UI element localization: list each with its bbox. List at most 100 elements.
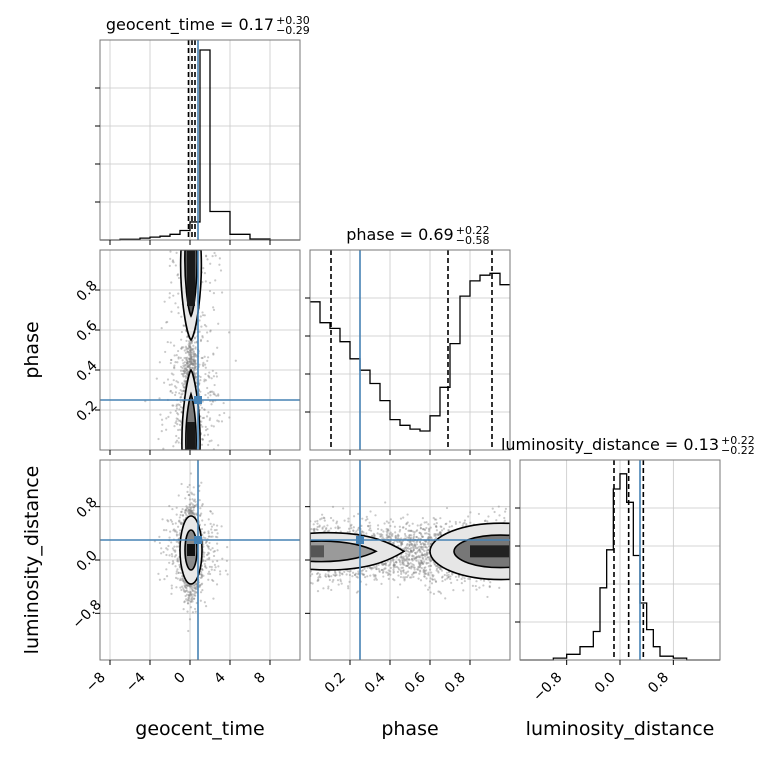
sample-point [438,590,441,593]
sample-point [417,577,420,580]
sample-point [187,351,190,354]
sample-point [174,529,177,532]
sample-point [203,562,206,566]
sample-point [373,578,376,581]
sample-point [428,556,431,559]
sample-point [330,588,333,592]
sample-point [360,572,363,575]
sample-point [170,584,173,587]
sample-point [214,535,218,538]
sample-point [215,372,218,375]
sample-point [192,351,195,354]
sample-point [312,529,316,532]
sample-point [193,504,196,507]
sample-point [434,525,438,528]
sample-point [195,591,198,594]
sample-point [335,522,338,525]
sample-point [176,273,180,276]
sample-point [422,544,426,547]
sample-point [184,508,188,511]
sample-point [460,582,463,585]
sample-point [200,527,204,531]
sample-point [209,262,212,265]
sample-point [178,565,182,569]
sample-point [203,434,206,437]
sample-point [338,574,341,577]
sample-point [373,534,376,537]
sample-point [369,510,372,513]
sample-point [192,590,195,593]
sample-point [391,532,394,536]
sample-point [184,351,187,355]
sample-point [190,502,193,505]
sample-point [190,593,193,596]
sample-point [187,352,190,355]
sample-point [192,509,195,512]
sample-point [169,341,172,344]
sample-point [186,506,189,509]
sample-point [184,345,188,348]
sample-point [206,433,210,436]
sample-point [414,545,417,548]
sample-point [172,529,175,532]
sample-point [186,602,190,605]
sample-point [189,349,192,352]
sample-point [183,379,186,382]
sample-point [189,357,193,360]
sample-point [187,493,190,497]
sample-point [158,535,161,538]
sample-point [158,578,162,581]
sample-point [188,360,191,364]
sample-point [185,361,189,364]
sample-point [188,503,191,506]
sample-point [414,551,417,554]
sample-point [194,363,197,366]
sample-point [179,396,182,399]
sample-point [441,575,444,578]
sample-point [193,367,197,370]
sample-point [202,555,206,558]
sample-point [202,531,206,534]
sample-point [410,567,413,570]
sample-point [201,582,204,585]
sample-point [191,510,194,513]
sample-point [179,419,182,422]
sample-point [210,528,213,531]
sample-point [166,340,169,344]
sample-point [410,546,413,550]
sample-point [185,358,188,361]
sample-point [209,329,212,332]
sample-point [212,308,216,311]
title-lower-error: −0.58 [456,234,490,247]
sample-point [189,592,192,595]
sample-point [162,447,165,450]
sample-point [189,353,192,356]
sample-point [212,550,215,553]
sample-point [191,505,194,508]
sample-point [412,575,415,578]
sample-point [423,528,426,531]
sample-point [190,361,193,364]
sample-point [187,629,190,633]
sample-point [188,585,191,588]
sample-point [458,521,461,524]
sample-point [407,550,410,553]
sample-point [201,311,204,314]
sample-point [193,336,197,339]
sample-point [199,514,202,517]
sample-point [169,250,172,253]
sample-point [189,351,193,354]
sample-point [187,365,190,368]
sample-point [208,570,211,573]
sample-point [319,576,322,579]
sample-point [203,272,207,275]
sample-point [186,599,189,602]
sample-point [166,378,170,381]
sample-point [324,573,327,576]
sample-point [188,505,191,509]
sample-point [175,405,178,408]
sample-point [188,510,191,513]
sample-point [178,428,182,431]
sample-point [168,554,171,557]
sample-point [192,353,196,356]
